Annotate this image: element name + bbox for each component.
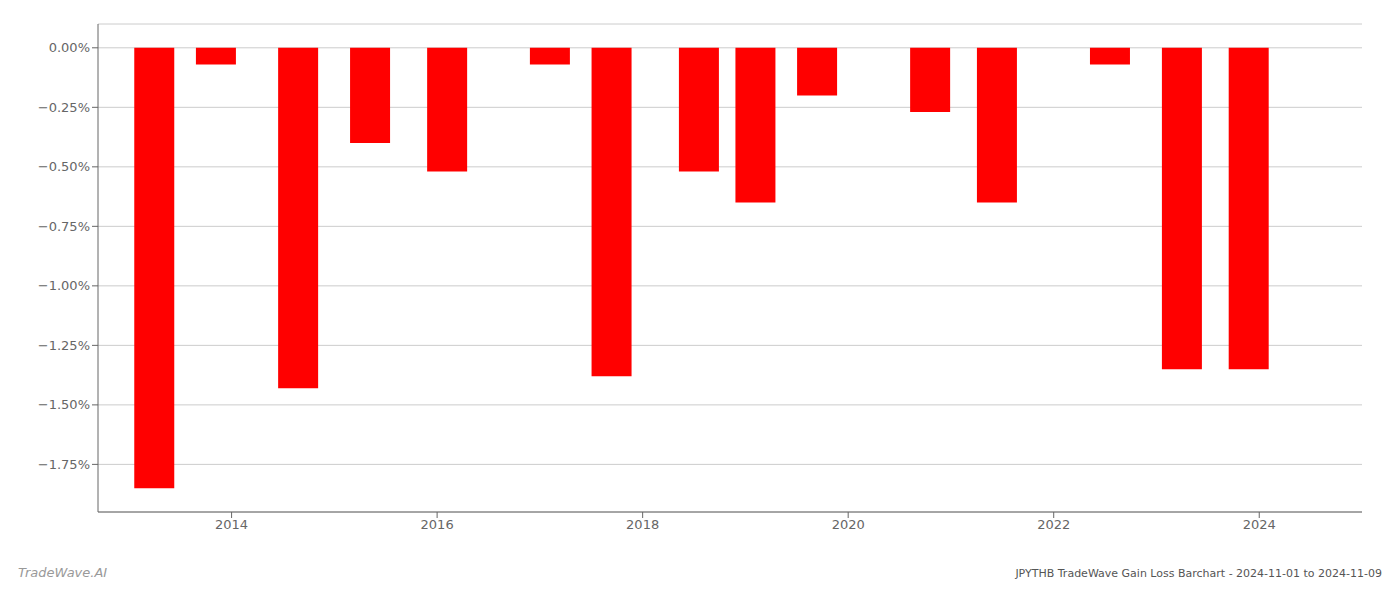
svg-text:2022: 2022 <box>1037 517 1070 532</box>
svg-text:2014: 2014 <box>215 517 248 532</box>
svg-text:−0.75%: −0.75% <box>38 219 90 234</box>
html-text:TradeWave.AI: TradeWave.AI <box>18 565 108 580</box>
svg-text:−1.50%: −1.50% <box>38 397 90 412</box>
html-text:JPYTHB TradeWave Gain Loss Bar: JPYTHB TradeWave Gain Loss Barchart - 20… <box>1015 567 1382 580</box>
svg-text:2020: 2020 <box>832 517 865 532</box>
svg-text:−1.00%: −1.00% <box>38 278 90 293</box>
svg-text:0.00%: 0.00% <box>49 40 90 55</box>
svg-text:2016: 2016 <box>421 517 454 532</box>
svg-text:−1.75%: −1.75% <box>38 457 90 472</box>
svg-text:2024: 2024 <box>1243 517 1276 532</box>
svg-text:−1.25%: −1.25% <box>38 338 90 353</box>
svg-text:2018: 2018 <box>626 517 659 532</box>
svg-text:−0.50%: −0.50% <box>38 159 90 174</box>
svg-text:−0.25%: −0.25% <box>38 100 90 115</box>
